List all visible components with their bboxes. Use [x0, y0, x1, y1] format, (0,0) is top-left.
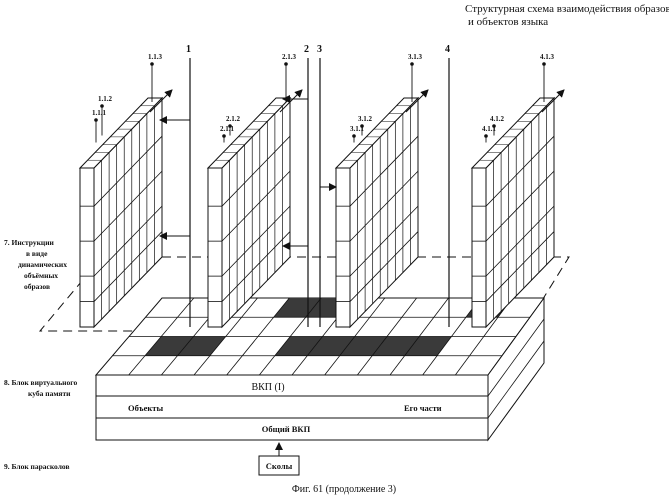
vertical-line-4: 4: [445, 44, 450, 327]
panel-label-low: 1.1.1: [92, 109, 107, 117]
parts-label: Его части: [404, 403, 442, 413]
virtual-cube-line-2: куба памяти: [28, 389, 71, 398]
title-line-1: Структурная схема взаимодействия образов: [465, 3, 669, 15]
instructions-line-4: объёмных: [24, 271, 58, 280]
vkp-label: ВКП (I): [251, 382, 284, 393]
title-line-2: и объектов языка: [468, 16, 548, 28]
panel-label-top: 2.1.3: [282, 53, 297, 61]
objects-label: Объекты: [128, 403, 163, 413]
panel-label-top: 4.1.3: [540, 53, 555, 61]
vertical-line-number: 2: [304, 44, 309, 55]
panel-label-mid: 4.1.2: [490, 115, 505, 123]
vertical-line-2: 2: [304, 44, 309, 327]
panel-label-top: 3.1.3: [408, 53, 423, 61]
figure-caption: Фиг. 61 (продолжение 3): [292, 484, 396, 495]
virtual-cube-label: 8. Блок виртуального куба памяти: [4, 378, 77, 398]
vertical-line-number: 4: [445, 44, 450, 55]
vertical-line-1: 1: [186, 44, 191, 327]
instructions-line-1: 7. Инструкции: [4, 238, 55, 247]
vertical-line-3: 3: [317, 44, 322, 327]
instructions-line-5: образов: [24, 282, 50, 291]
vertical-line-number: 3: [317, 44, 322, 55]
panel-2: 2.1.3 2.1.2 2.1.1: [208, 53, 297, 327]
source-label: Сколы: [266, 461, 293, 471]
panel-1: 1.1.3 1.1.2 1.1.1: [80, 53, 163, 327]
instructions-line-2: в виде: [26, 249, 48, 258]
panel-4: 4.1.3 4.1.2 4.1.1: [472, 53, 555, 327]
vertical-line-number: 1: [186, 44, 191, 55]
virtual-cube-line-1: 8. Блок виртуального: [4, 378, 77, 387]
panel-label-top: 1.1.3: [148, 53, 163, 61]
panel-label-low: 2.1.1: [220, 125, 235, 133]
panel-label-low: 3.1.1: [350, 125, 365, 133]
panel-label-mid: 2.1.2: [226, 115, 241, 123]
instructions-line-3: динамических: [18, 260, 67, 269]
panels-layer: 1.1.3 1.1.2 1.1.1 2.1.3 2.1.2 2.1.1 3.1.3 3.1.2…: [80, 53, 555, 327]
common-vkp-label: Общий ВКП: [262, 424, 311, 434]
instructions-label: 7. Инструкции в виде динамических объёмн…: [4, 238, 67, 291]
panel-label-mid: 1.1.2: [98, 95, 113, 103]
panel-label-low: 4.1.1: [482, 125, 497, 133]
panel-3: 3.1.3 3.1.2 3.1.1: [336, 53, 423, 327]
panel-label-mid: 3.1.2: [358, 115, 373, 123]
parasoloc-label: 9. Блок парасколов: [4, 462, 70, 471]
